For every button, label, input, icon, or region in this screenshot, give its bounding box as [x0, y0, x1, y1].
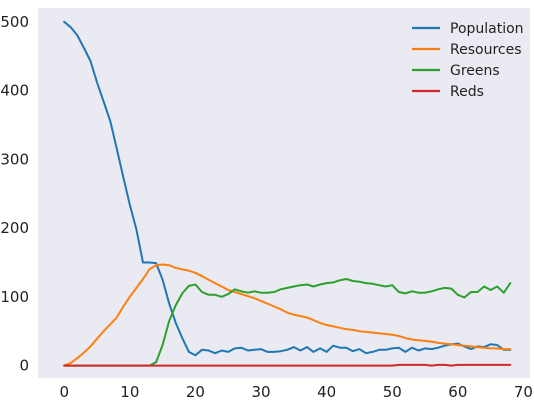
x-tick-label: 40 — [317, 383, 336, 401]
series-line-population — [63, 20, 512, 357]
x-tick-label: 70 — [514, 383, 533, 401]
y-axis-ticks: 0 100 200 300 400 500 — [0, 13, 29, 375]
x-tick-label: 30 — [251, 383, 270, 401]
plot-background — [38, 8, 530, 378]
legend-label: Population — [450, 21, 524, 37]
x-tick-label: 60 — [448, 383, 467, 401]
x-tick-label: 0 — [59, 383, 69, 401]
y-tick-label: 0 — [19, 357, 29, 375]
x-tick-label: 50 — [383, 383, 402, 401]
y-tick-label: 100 — [0, 288, 29, 306]
series-line-resources — [63, 263, 512, 367]
series-line-reds — [63, 363, 512, 367]
legend: Population Resources Greens Reds — [412, 21, 524, 100]
y-tick-label: 200 — [0, 219, 29, 237]
legend-label: Greens — [450, 63, 500, 79]
x-axis-ticks: 0 10 20 30 40 50 60 70 — [59, 383, 533, 401]
y-tick-label: 300 — [0, 150, 29, 168]
y-tick-label: 400 — [0, 82, 29, 100]
x-tick-label: 20 — [186, 383, 205, 401]
y-tick-label: 500 — [0, 13, 29, 31]
legend-label: Resources — [450, 42, 522, 58]
series-lines — [63, 20, 512, 367]
x-tick-label: 10 — [120, 383, 139, 401]
legend-label: Reds — [450, 84, 484, 100]
